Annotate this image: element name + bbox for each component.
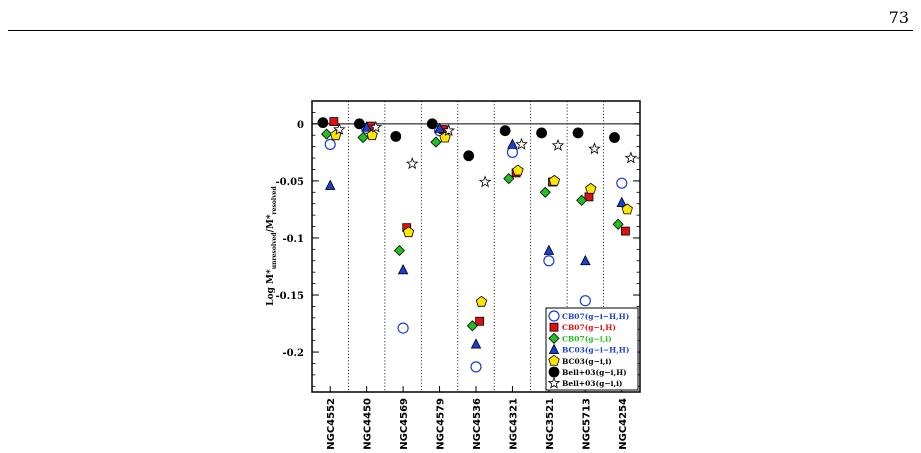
legend-items: CB07(g−i−H,H) CB07(g−i,H) CB07(g−i,i) BC03(… <box>547 310 629 389</box>
data-point <box>470 361 482 373</box>
data-point <box>439 131 451 143</box>
data-point <box>463 150 475 162</box>
data-point <box>576 194 588 206</box>
legend-label: CB07(g−i,i) <box>562 334 612 343</box>
data-point <box>321 128 333 140</box>
data-point <box>466 320 478 332</box>
legend-label: CB07(g−i,H) <box>562 323 616 332</box>
y-axis-label-sub1: unresolved <box>271 232 278 270</box>
x-tick-label: NGC4552 <box>326 398 337 450</box>
y-axis-label-main: Log M* <box>266 269 276 306</box>
data-point <box>621 203 633 215</box>
data-point <box>478 175 492 188</box>
data-point <box>397 322 409 334</box>
x-tick-label: NGC5713 <box>581 398 592 450</box>
data-point <box>507 138 518 149</box>
legend-label: BC03(g−i−H,H) <box>562 346 629 355</box>
data-point <box>512 164 524 176</box>
y-tick-label: -0.2 <box>282 348 304 359</box>
data-point <box>402 226 415 238</box>
data-point <box>390 130 402 142</box>
legend-marker <box>549 322 559 332</box>
page-number: 73 <box>888 8 909 27</box>
y-tick-label: -0.15 <box>275 291 304 302</box>
x-tick-label: NGC4536 <box>472 398 483 450</box>
y-axis-label: Log M*unresolved/M*resolved <box>266 185 278 305</box>
data-point <box>624 151 638 164</box>
data-point <box>369 120 383 133</box>
x-tick-label: NGC4569 <box>399 398 410 450</box>
data-point <box>475 295 488 307</box>
y-tick-label: -0.05 <box>275 177 304 188</box>
data-point <box>572 127 584 139</box>
data-point <box>503 173 515 185</box>
data-point <box>329 117 339 126</box>
x-tick-label: NGC4450 <box>363 398 374 450</box>
legend: CB07(g−i−H,H) CB07(g−i,H) CB07(g−i,i) BC03(… <box>545 307 639 391</box>
data-point <box>434 122 445 133</box>
legend-marker <box>548 332 560 344</box>
data-point <box>499 125 511 137</box>
data-point <box>536 127 547 139</box>
legend-marker <box>548 310 560 322</box>
y-axis-ticks: 0 -0.05 -0.1 -0.15 -0.2 <box>275 112 640 387</box>
legend-label: Bell+03(g−i,i) <box>562 379 622 388</box>
data-point <box>470 338 482 349</box>
data-point <box>353 118 365 130</box>
data-point <box>475 316 485 326</box>
category-dividers <box>348 101 604 392</box>
y-tick-label: -0.1 <box>282 234 304 245</box>
data-point <box>616 196 628 207</box>
legend-marker <box>547 376 561 389</box>
data-point <box>585 182 597 194</box>
x-tick-label: NGC4254 <box>618 398 629 450</box>
x-axis-labels: NGC4552 NGC4450 NGC4569 NGC4579 NGC4536 NGC43… <box>326 386 629 450</box>
data-point <box>333 122 346 135</box>
data-point <box>579 295 591 307</box>
data-point <box>543 244 555 255</box>
header-rule <box>8 30 913 31</box>
data-point <box>366 129 378 141</box>
y-axis-label-mid: /M* <box>266 214 276 232</box>
data-point <box>361 121 372 132</box>
y-tick-label: 0 <box>297 120 304 131</box>
data-point <box>317 117 329 129</box>
data-point <box>543 255 555 267</box>
data-point <box>405 157 419 170</box>
x-tick-label: NGC4321 <box>508 398 519 450</box>
data-point <box>616 177 628 189</box>
legend-marker <box>548 354 560 366</box>
data-point <box>539 186 551 198</box>
data-point <box>357 131 369 144</box>
data-point <box>612 218 624 230</box>
data-point <box>621 226 630 236</box>
data-point <box>393 244 406 257</box>
legend-marker <box>548 366 560 378</box>
data-point <box>442 124 455 137</box>
data-point <box>324 179 336 190</box>
data-point <box>588 142 601 155</box>
legend-box <box>545 307 639 391</box>
data-point <box>609 132 620 143</box>
data-point <box>397 264 409 275</box>
data-point <box>426 118 438 130</box>
legend-label: BC03(g−i,i) <box>562 357 612 366</box>
data-point <box>551 138 565 151</box>
data-point <box>548 174 561 186</box>
legend-label: Bell+03(g−i,H) <box>562 368 627 377</box>
data-point <box>430 136 442 148</box>
data-point <box>515 137 528 150</box>
legend-label: CB07(g−i−H,H) <box>562 312 629 321</box>
data-points <box>317 117 638 373</box>
y-axis-label-sub2: resolved <box>271 185 278 214</box>
data-point <box>324 138 336 150</box>
x-tick-label: NGC4579 <box>436 398 447 450</box>
data-point <box>580 254 591 266</box>
legend-marker <box>548 343 560 355</box>
x-tick-label: NGC3521 <box>545 398 556 450</box>
